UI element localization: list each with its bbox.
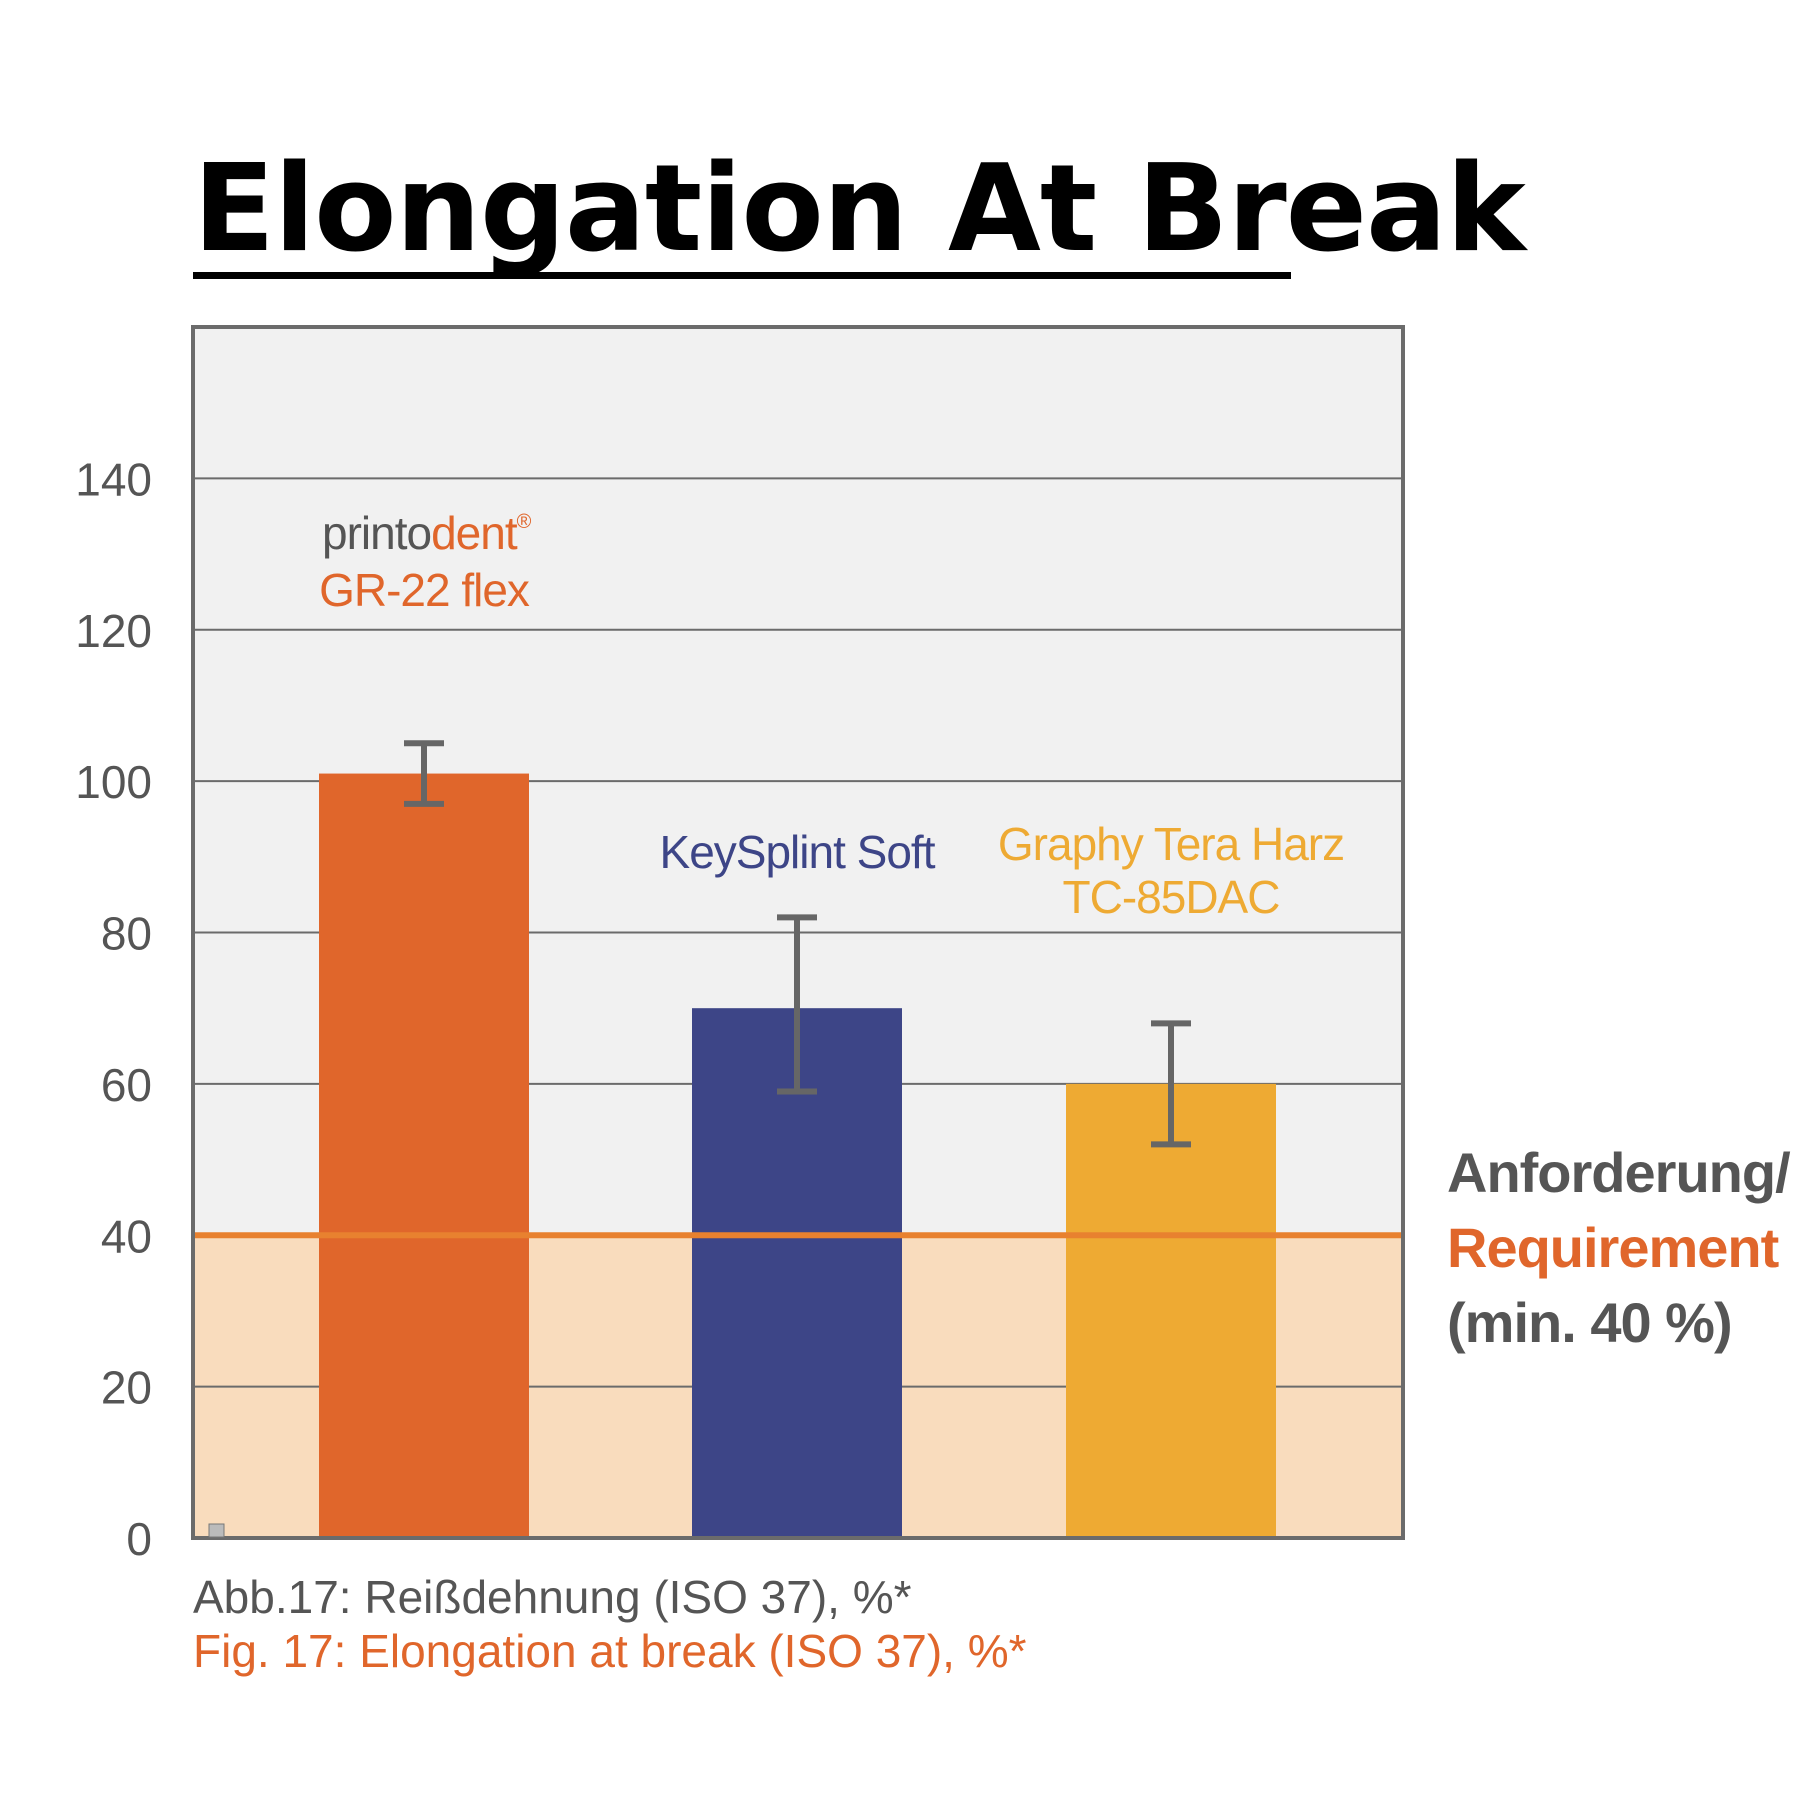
y-tick-label: 60	[101, 1059, 152, 1111]
small-marker-icon	[208, 1523, 225, 1538]
bar	[1066, 1083, 1276, 1538]
brand-part-printo: printo	[322, 507, 432, 559]
registered-mark: ®	[516, 511, 532, 533]
y-tick-label: 20	[101, 1362, 152, 1414]
requirement-label-en: Requirement	[1447, 1216, 1779, 1279]
brand-part-dent: dent	[431, 507, 518, 559]
y-tick-label: 120	[75, 605, 152, 657]
y-tick-label: 140	[75, 453, 152, 505]
bar-category-label: KeySplint Soft	[660, 826, 936, 878]
chart-title: Elongation At Break	[193, 140, 1526, 279]
plot-frame	[191, 325, 1405, 1540]
bar	[319, 773, 529, 1538]
caption-german: Abb.17: Reißdehnung (ISO 37), %*	[193, 1571, 912, 1623]
y-tick-label: 100	[75, 756, 152, 808]
requirement-min-value: (min. 40 %)	[1447, 1291, 1733, 1354]
caption-english: Fig. 17: Elongation at break (ISO 37), %…	[193, 1625, 1027, 1677]
title-underline	[193, 272, 1291, 279]
bar	[692, 1008, 902, 1538]
requirement-label-de: Anforderung/	[1447, 1141, 1791, 1204]
brand-printodent: printodent®	[322, 507, 532, 559]
bar-category-label: TC-85DAC	[1063, 871, 1280, 923]
bar-category-label: GR-22 flex	[319, 564, 530, 616]
y-tick-label: 80	[101, 908, 152, 960]
bar-category-label: Graphy Tera Harz	[998, 818, 1344, 870]
y-tick-label: 0	[126, 1513, 152, 1565]
y-tick-label: 40	[101, 1210, 152, 1262]
